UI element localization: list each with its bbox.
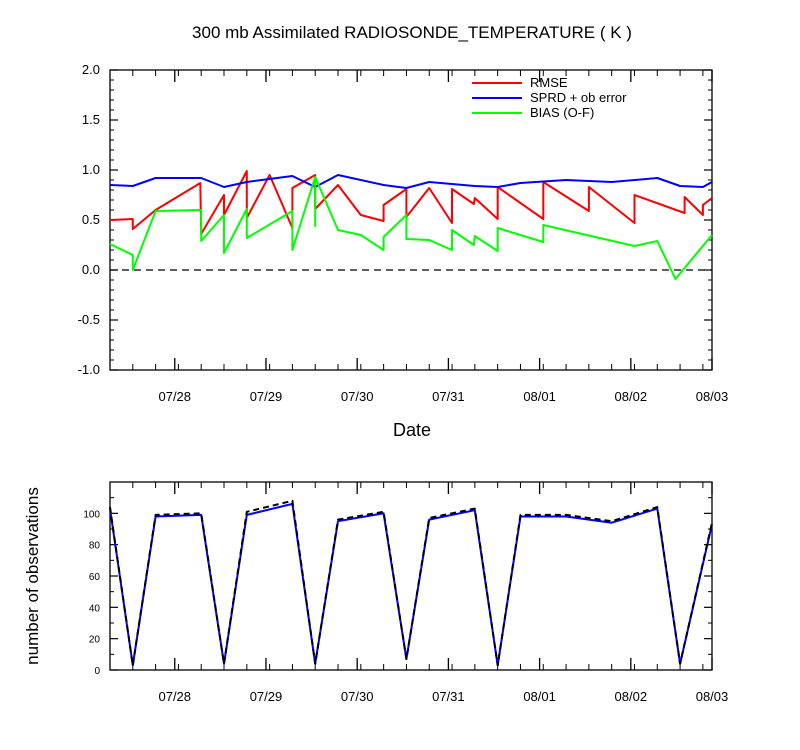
series-line-bias-o-f (109, 176, 713, 280)
legend-label-bias: BIAS (O-F) (530, 105, 594, 120)
x-tick-label: 07/31 (432, 689, 465, 704)
x-tick-label: 07/30 (341, 689, 374, 704)
y-tick-label: 100 (83, 509, 100, 520)
x-tick-label: 07/29 (250, 689, 283, 704)
series-line-rmse (109, 170, 713, 235)
x-tick-label: 07/30 (341, 389, 374, 404)
series-line-sprd-ob-error (109, 174, 713, 189)
y-axis-label: number of observations (23, 487, 42, 665)
top-plot: -1.0 -0.5 0.0 0.5 1.0 1.5 2.0 07/28 07/29 07/30 07… (78, 62, 729, 404)
y-tick-label: 1.5 (82, 112, 100, 127)
y-tick-label: 40 (89, 603, 101, 614)
x-tick-label: 07/29 (250, 389, 283, 404)
y-tick-label: -1.0 (78, 362, 100, 377)
legend-label-sprd: SPRD + ob error (530, 90, 627, 105)
x-tick-label: 08/01 (523, 389, 556, 404)
x-tick-label: 08/02 (615, 389, 648, 404)
y-tick-label: -0.5 (78, 312, 100, 327)
x-tick-label: 08/01 (523, 689, 556, 704)
y-tick-label: 0 (94, 666, 100, 677)
x-tick-label: 08/03 (696, 389, 729, 404)
x-tick-label: 07/28 (158, 689, 191, 704)
y-tick-label: 1.0 (82, 162, 100, 177)
plot-frame (109, 481, 713, 671)
x-tick-label: 07/28 (158, 389, 191, 404)
x-axis-label: Date (393, 420, 431, 440)
series-line-used (109, 502, 713, 667)
series-line-total (109, 499, 713, 667)
y-tick-label: 20 (89, 635, 101, 646)
x-tick-label: 08/03 (696, 689, 729, 704)
bottom-plot: 0 20 40 60 80 100 07/28 07/29 07/30 07/31 08/01 08/… (83, 481, 729, 704)
x-tick-label: 07/31 (432, 389, 465, 404)
x-tick-label: 08/02 (615, 689, 648, 704)
y-tick-label: 0.0 (82, 262, 100, 277)
y-tick-label: 0.5 (82, 212, 100, 227)
y-tick-label: 80 (89, 541, 101, 552)
legend: RMSE SPRD + ob error BIAS (O-F) (472, 75, 627, 120)
y-tick-label: 2.0 (82, 62, 100, 77)
y-tick-label: 60 (89, 572, 101, 583)
legend-label-rmse: RMSE (530, 75, 568, 90)
chart-title: 300 mb Assimilated RADIOSONDE_TEMPERATUR… (192, 23, 632, 42)
